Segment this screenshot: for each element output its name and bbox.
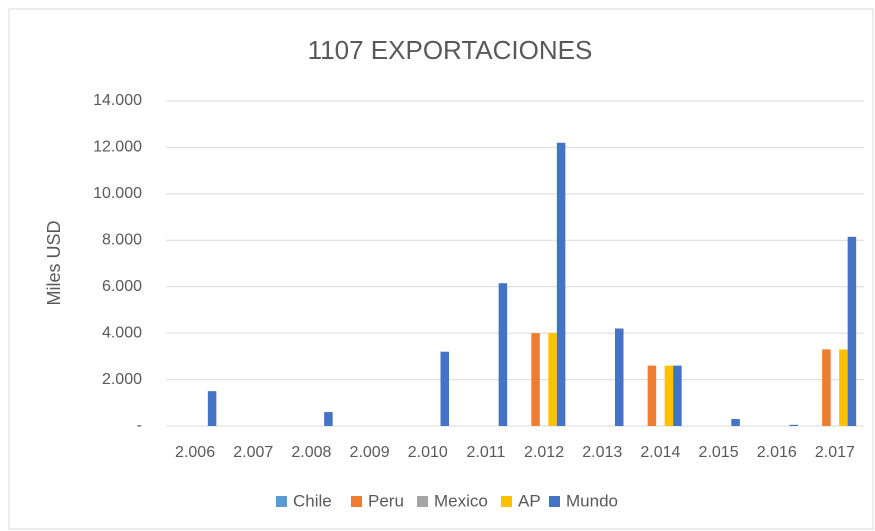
- bar: [324, 412, 333, 426]
- x-tick-label: 2.013: [582, 444, 622, 461]
- x-tick-label: 2.016: [757, 444, 797, 461]
- legend-swatch: [276, 496, 287, 507]
- bar: [440, 351, 449, 426]
- bar: [531, 333, 540, 426]
- legend-label: Peru: [368, 491, 404, 510]
- x-tick-label: 2.015: [699, 444, 739, 461]
- bar: [822, 349, 831, 426]
- bar: [548, 333, 557, 426]
- y-axis-label: Miles USD: [44, 220, 64, 305]
- bar: [731, 419, 740, 426]
- x-tick-label: 2.017: [815, 444, 855, 461]
- bar: [664, 365, 674, 426]
- y-tick-label: 8.000: [102, 232, 142, 249]
- bar: [673, 365, 682, 426]
- bar: [615, 328, 624, 426]
- chart-title: 1107 EXPORTACIONES: [308, 35, 593, 65]
- legend-swatch: [351, 496, 362, 507]
- bar: [556, 142, 566, 427]
- x-tick-label: 2.012: [524, 444, 564, 461]
- x-tick-label: 2.007: [233, 444, 273, 461]
- legend-swatch: [549, 496, 560, 507]
- x-tick-label: 2.008: [291, 444, 331, 461]
- bar: [647, 365, 657, 426]
- y-tick-label: -: [137, 417, 142, 434]
- bar: [207, 391, 217, 426]
- legend-swatch: [417, 496, 428, 507]
- legend-swatch: [501, 496, 512, 507]
- y-tick-label: 10.000: [93, 185, 142, 202]
- x-tick-label: 2.009: [350, 444, 390, 461]
- legend-label: AP: [518, 491, 541, 510]
- x-tick-label: 2.006: [175, 444, 215, 461]
- x-tick-label: 2.014: [640, 444, 680, 461]
- y-tick-label: 6.000: [102, 278, 142, 295]
- y-tick-label: 12.000: [93, 139, 142, 156]
- y-tick-label: 4.000: [102, 324, 142, 341]
- legend-label: Mexico: [434, 491, 488, 510]
- x-tick-label: 2.011: [466, 444, 505, 461]
- x-tick-label: 2.010: [408, 444, 448, 461]
- y-tick-label: 2.000: [102, 371, 142, 388]
- bar: [847, 236, 857, 426]
- bar: [789, 424, 798, 426]
- chart-frame: [8, 8, 874, 530]
- legend-label: Chile: [293, 491, 332, 510]
- bar: [839, 349, 848, 426]
- legend-label: Mundo: [566, 491, 618, 510]
- y-tick-label: 14.000: [93, 92, 142, 109]
- bar: [498, 283, 508, 426]
